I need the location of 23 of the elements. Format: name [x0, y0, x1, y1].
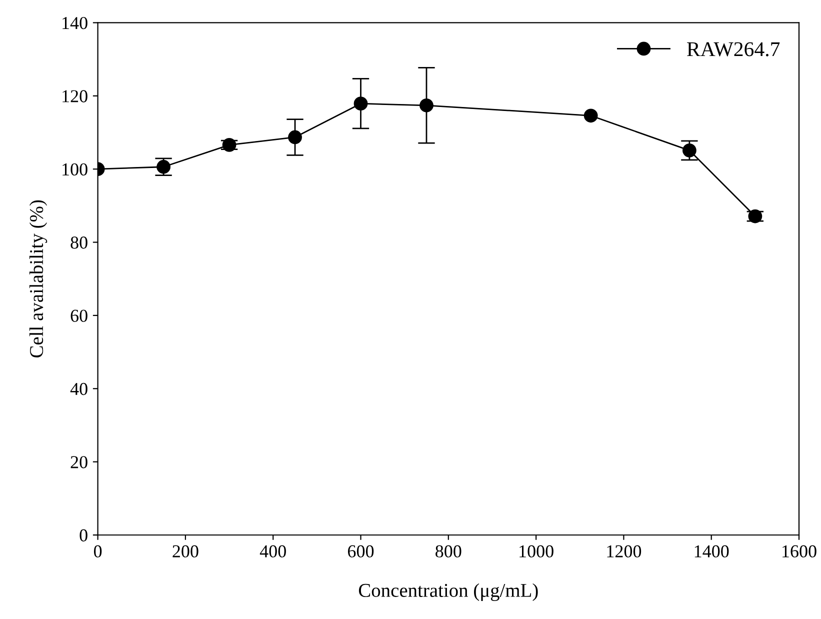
point	[420, 98, 434, 112]
y-tick-label: 120	[62, 90, 88, 102]
point	[584, 108, 598, 123]
y-tick-label: 100	[62, 163, 88, 176]
x-tick-label: 200	[172, 545, 198, 558]
x-tick-label: 1400	[694, 545, 729, 558]
x-tick-label: 0	[94, 545, 102, 558]
y-tick-label: 140	[62, 16, 88, 30]
y-tick-label: 40	[70, 382, 88, 396]
point	[288, 130, 302, 144]
x-tick-label: 1200	[607, 545, 642, 558]
y-axis-title: Cell availability (%)	[29, 200, 48, 358]
x-axis-title: Concentration (μg/mL)	[358, 583, 538, 602]
x-tick-label: 400	[260, 545, 286, 558]
legend-label: RAW264.7	[687, 42, 780, 56]
x-tick-label: 600	[348, 545, 374, 558]
y-tick-label: 20	[70, 456, 88, 468]
x-tick-label: 1600	[782, 545, 816, 558]
x-tick-label: 800	[436, 545, 462, 558]
y-tick-label: 60	[70, 310, 88, 322]
y-tick-label: 80	[70, 236, 88, 249]
y-tick-label: 0	[80, 529, 88, 542]
x-tick-label: 1000	[520, 545, 554, 558]
